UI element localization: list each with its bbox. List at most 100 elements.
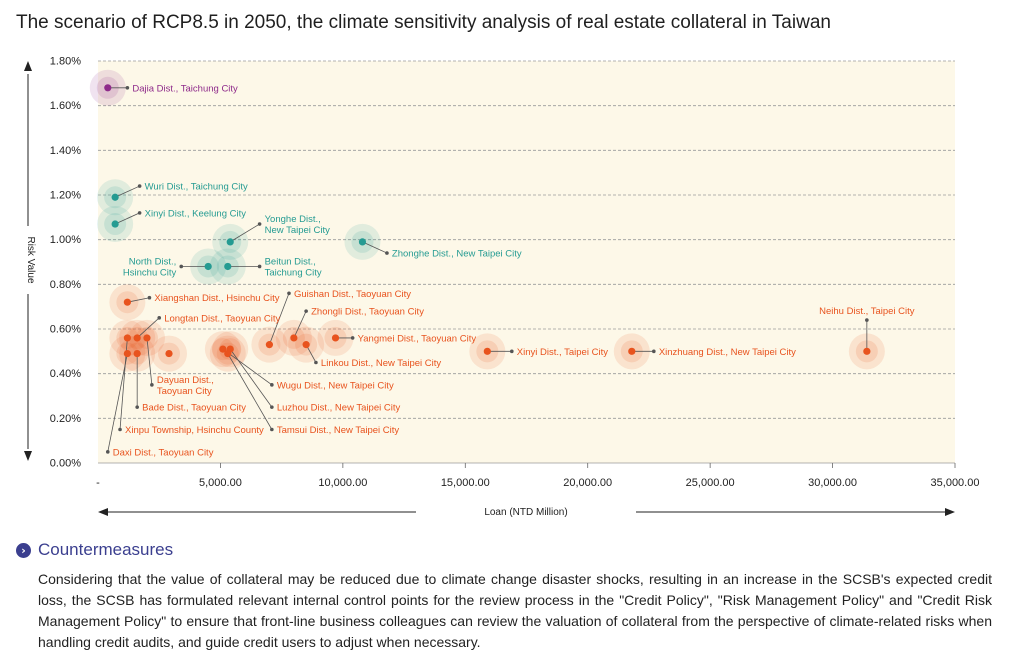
- leader-end-dot: [150, 383, 154, 387]
- y-tick-label: 1.40%: [50, 145, 81, 157]
- leader-end-dot: [135, 405, 139, 409]
- leader-end-dot: [304, 309, 308, 313]
- leader-end-dot: [179, 264, 184, 269]
- point-label: Zhongli Dist., Taoyuan City: [311, 307, 424, 318]
- countermeasures-body: Considering that the value of collateral…: [38, 571, 992, 650]
- point-label-line: Yonghe Dist.,: [265, 214, 321, 225]
- data-point: [123, 349, 131, 358]
- x-axis-label: Loan (NTD Million): [484, 507, 567, 518]
- point-label: Dayuan Dist., Taoyuan City: [157, 375, 214, 397]
- point-label: Tamsui Dist., New Taipei City: [277, 425, 400, 436]
- y-axis-arrow: [24, 61, 32, 461]
- point-labels: Dajia Dist., Taichung City Wuri Dist., Ta…: [113, 83, 915, 458]
- data-point: [290, 334, 298, 342]
- y-axis-ticks: 0.00% 0.20% 0.40% 0.60% 0.80% 1.00% 1.20% 1.40%…: [50, 56, 81, 470]
- leader-line: [114, 212, 140, 225]
- point-label: Neihu Dist., Taipei City: [819, 306, 915, 317]
- point-label: Daxi Dist., Taoyuan City: [113, 447, 214, 458]
- leader-end-dot: [270, 427, 274, 432]
- leader-end-dot: [118, 427, 122, 432]
- point-label: North Dist., Hsinchu City: [123, 256, 177, 278]
- point-label: Xinyi Dist., Keelung City: [145, 208, 247, 219]
- point-label: Xinpu Township, Hsinchu County: [125, 425, 264, 436]
- x-tick-label: 15,000.00: [441, 477, 490, 489]
- countermeasures-heading: › Countermeasures: [16, 539, 173, 561]
- data-point: [133, 349, 141, 358]
- grid-lines: [98, 60, 955, 464]
- point-label-line: New Taipei City: [265, 225, 331, 236]
- data-point: [204, 262, 212, 271]
- data-point: [331, 334, 340, 342]
- point-label: Bade Dist., Taoyuan City: [142, 403, 246, 414]
- chart-title: The scenario of RCP8.5 in 2050, the clim…: [16, 12, 831, 33]
- data-point: [358, 238, 367, 246]
- data-point: [265, 341, 273, 349]
- leader-end-dot: [510, 349, 514, 354]
- point-layer: [104, 84, 871, 358]
- y-axis-label: Risk Value: [25, 236, 36, 283]
- leader-end-dot: [257, 222, 262, 226]
- leader-line: [107, 353, 128, 452]
- data-point: [628, 347, 636, 355]
- leader-line: [229, 348, 273, 408]
- point-label-line: Hsinchu City: [123, 267, 177, 278]
- leader-end-dot: [105, 450, 110, 454]
- leader-line: [269, 293, 290, 345]
- y-tick-label: 0.60%: [50, 324, 81, 336]
- data-point: [143, 334, 151, 342]
- data-point: [219, 345, 227, 353]
- data-point: [111, 193, 119, 201]
- chevron-right-icon: ›: [16, 542, 31, 558]
- y-tick-label: 0.00%: [50, 458, 81, 470]
- data-point: [165, 349, 173, 358]
- leader-end-dot: [125, 86, 130, 90]
- leader-line: [114, 185, 140, 198]
- point-label: Xiangshan Dist., Hsinchu City: [154, 293, 279, 304]
- point-label: Luzhou Dist., New Taipei City: [277, 403, 401, 414]
- point-label-line: Taoyuan City: [157, 386, 212, 397]
- data-point: [123, 334, 131, 342]
- point-label-line: Beitun Dist.,: [265, 256, 316, 267]
- data-point: [483, 347, 491, 355]
- y-tick-label: 1.00%: [50, 234, 81, 246]
- x-axis-arrow: [98, 508, 955, 516]
- leader-end-dot: [314, 360, 318, 365]
- y-tick-label: 1.60%: [50, 100, 81, 112]
- x-axis-ticks: - 5,000.00 10,000.00 15,000.00 20,000.00 25,0…: [96, 463, 979, 489]
- leader-end-dot: [137, 211, 142, 215]
- point-label: Beitun Dist., Taichung City: [265, 256, 322, 278]
- leader-line: [293, 310, 307, 339]
- x-tick-label: 5,000.00: [199, 477, 242, 489]
- point-label: Linkou Dist., New Taipei City: [321, 358, 441, 369]
- data-point: [226, 238, 234, 246]
- leader-line: [127, 297, 150, 303]
- data-point: [302, 341, 310, 349]
- leader-end-dot: [157, 316, 162, 320]
- y-tick-label: 1.20%: [50, 190, 81, 202]
- point-label: Wuri Dist., Taichung City: [145, 182, 248, 193]
- point-label: Dajia Dist., Taichung City: [132, 83, 238, 94]
- point-label: Yonghe Dist., New Taipei City: [265, 214, 331, 236]
- point-label: Xinyi Dist., Taipei City: [517, 347, 608, 358]
- data-point: [111, 220, 119, 228]
- leader-end-dot: [147, 295, 152, 300]
- plot-background: [98, 61, 955, 463]
- scatter-chart: 0.00% 0.20% 0.40% 0.60% 0.80% 1.00% 1.20% 1.40%…: [24, 56, 979, 518]
- leader-end-dot: [270, 405, 274, 409]
- point-label: Wugu Dist., New Taipei City: [277, 380, 394, 391]
- y-tick-label: 0.40%: [50, 368, 81, 380]
- point-label-line: Dayuan Dist.,: [157, 375, 214, 386]
- leader-end-dot: [257, 264, 262, 269]
- y-tick-label: 1.80%: [50, 56, 81, 68]
- point-label: Zhonghe Dist., New Taipei City: [392, 249, 522, 260]
- point-label: Guishan Dist., Taoyuan City: [294, 289, 411, 300]
- y-tick-label: 0.80%: [50, 279, 81, 291]
- data-point: [224, 349, 232, 358]
- leader-end-dot: [865, 318, 869, 322]
- x-tick-label: 30,000.00: [808, 477, 857, 489]
- leader-line: [362, 241, 388, 254]
- x-tick-label: -: [96, 477, 100, 489]
- leader-end-dot: [270, 383, 274, 387]
- point-label: Xinzhuang Dist., New Taipei City: [659, 347, 796, 358]
- point-label-line: North Dist.,: [129, 256, 177, 267]
